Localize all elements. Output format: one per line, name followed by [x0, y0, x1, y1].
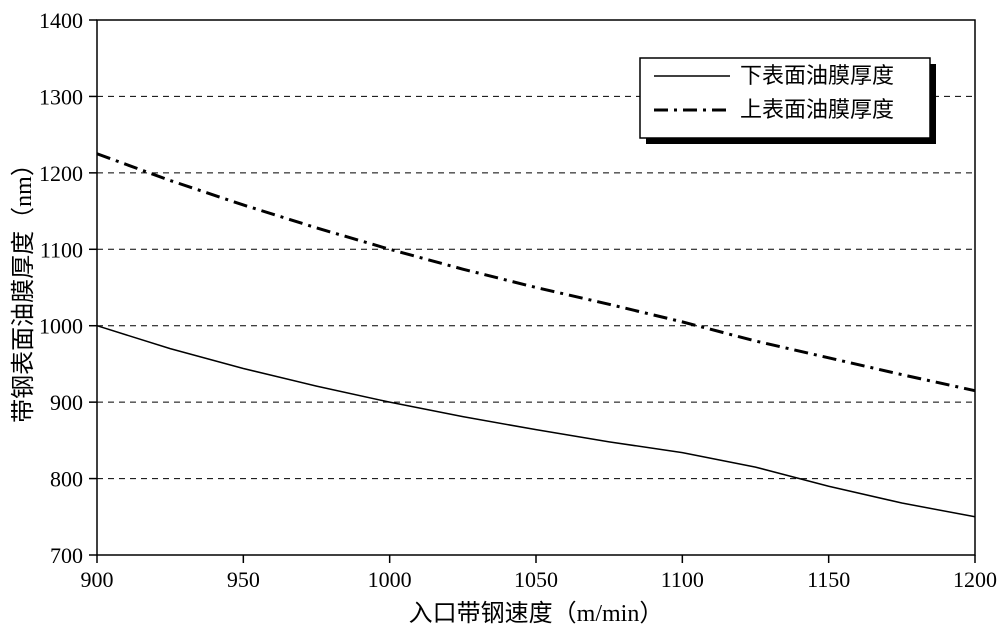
x-tick-label: 1000: [368, 567, 412, 592]
y-tick-label: 1200: [39, 161, 83, 186]
x-axis-title: 入口带钢速度（m/min）: [409, 600, 664, 627]
legend-label: 上表面油膜厚度: [740, 97, 894, 122]
series-line: [97, 154, 975, 391]
y-tick-label: 1400: [39, 8, 83, 33]
legend-label: 下表面油膜厚度: [740, 63, 894, 88]
chart-container: 900 950 1000 1050 1100 1150 1200 700 800 900 1000 1…: [0, 0, 1000, 639]
chart-svg: 900 950 1000 1050 1100 1150 1200 700 800 900 1000 1…: [0, 0, 1000, 639]
x-tick-label: 1100: [661, 567, 704, 592]
y-tick-label: 1000: [39, 314, 83, 339]
y-axis-title: 带钢表面油膜厚度（nm）: [10, 152, 37, 423]
series-line: [97, 326, 975, 517]
x-tick-label: 1050: [514, 567, 558, 592]
y-tick-label: 700: [50, 543, 83, 568]
y-tick-label: 900: [50, 390, 83, 415]
x-tick-label: 900: [81, 567, 114, 592]
x-tick-label: 950: [227, 567, 260, 592]
y-tick-label: 800: [50, 467, 83, 492]
y-tick-label: 1100: [40, 237, 83, 262]
y-tick-label: 1300: [39, 84, 83, 109]
x-tick-label: 1200: [953, 567, 997, 592]
x-tick-label: 1150: [807, 567, 850, 592]
